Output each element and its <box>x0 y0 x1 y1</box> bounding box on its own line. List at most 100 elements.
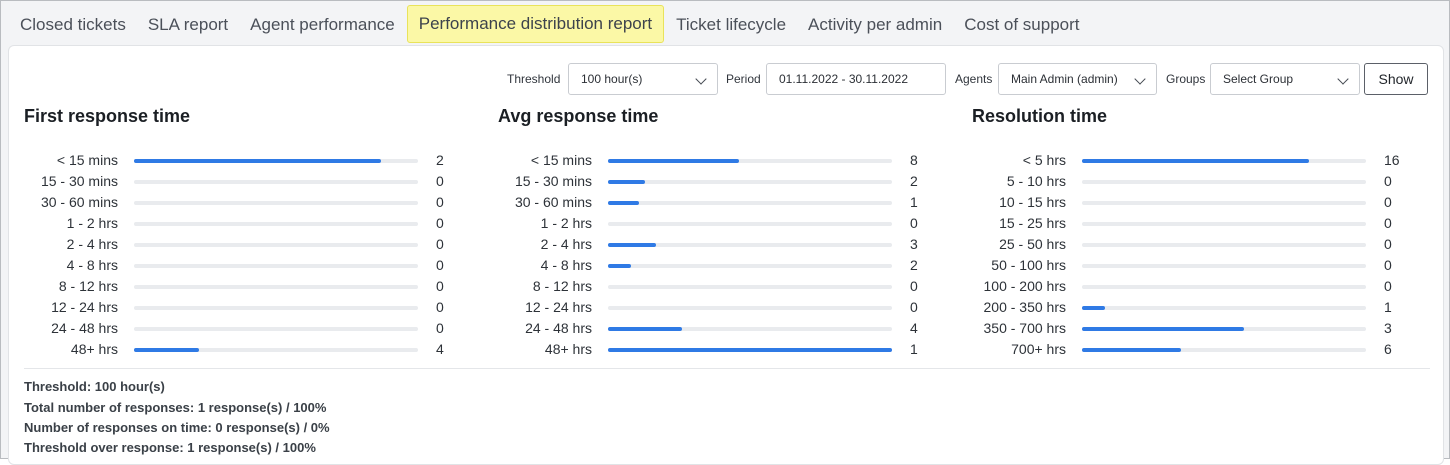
bucket-label: 1 - 2 hrs <box>540 215 592 231</box>
divider <box>24 368 1430 369</box>
tab-cost-of-support[interactable]: Cost of support <box>964 15 1080 34</box>
bucket-label: 25 - 50 hrs <box>999 236 1066 252</box>
bucket-count: 8 <box>910 152 918 168</box>
distribution-row: 1 - 2 hrs 0 <box>498 213 938 234</box>
bar-track <box>608 201 892 205</box>
distribution-row: 8 - 12 hrs 0 <box>498 276 938 297</box>
bar-track <box>134 348 418 352</box>
summary-total-responses: Total number of responses: 1 response(s)… <box>24 400 327 415</box>
bucket-label: 15 - 25 hrs <box>999 215 1066 231</box>
bar-track <box>1082 348 1366 352</box>
bar-track <box>134 285 418 289</box>
bucket-label: < 15 mins <box>530 152 592 168</box>
chevron-down-icon <box>1337 73 1349 85</box>
period-value: 01.11.2022 - 30.11.2022 <box>779 72 908 86</box>
bar-track <box>1082 159 1366 163</box>
bar-track <box>608 180 892 184</box>
bucket-label: 2 - 4 hrs <box>66 236 118 252</box>
bucket-count: 0 <box>1384 194 1392 210</box>
distribution-row: 30 - 60 mins 0 <box>24 192 464 213</box>
distribution-row: 700+ hrs 6 <box>972 339 1412 360</box>
agents-select[interactable]: Main Admin (admin) <box>998 63 1157 95</box>
bucket-count: 0 <box>436 194 444 210</box>
tab-activity-per-admin[interactable]: Activity per admin <box>808 15 943 34</box>
bucket-label: 100 - 200 hrs <box>983 278 1067 294</box>
distribution-row: 4 - 8 hrs 2 <box>498 255 938 276</box>
bucket-count: 0 <box>436 257 444 273</box>
tab-ticket-lifecycle[interactable]: Ticket lifecycle <box>676 15 787 34</box>
chevron-down-icon <box>1134 73 1146 85</box>
bar-track <box>1082 264 1366 268</box>
groups-label: Groups <box>1166 72 1206 86</box>
bar-track <box>608 159 892 163</box>
bucket-count: 1 <box>1384 299 1392 315</box>
tab-sla-report[interactable]: SLA report <box>147 15 229 34</box>
bucket-count: 0 <box>910 215 918 231</box>
distribution-row: 12 - 24 hrs 0 <box>24 297 464 318</box>
bucket-label: 350 - 700 hrs <box>983 320 1067 336</box>
distribution-row: 10 - 15 hrs 0 <box>972 192 1412 213</box>
summary-threshold-over: Threshold over response: 1 response(s) /… <box>24 440 316 455</box>
summary-responses-on-time: Number of responses on time: 0 response(… <box>24 420 330 435</box>
bucket-count: 0 <box>436 299 444 315</box>
bar-track <box>1082 243 1366 247</box>
show-button[interactable]: Show <box>1364 63 1428 95</box>
bucket-label: 2 - 4 hrs <box>540 236 592 252</box>
bucket-label: 200 - 350 hrs <box>983 299 1067 315</box>
distribution-row: 30 - 60 mins 1 <box>498 192 938 213</box>
distribution-row: 24 - 48 hrs 4 <box>498 318 938 339</box>
bucket-label: 8 - 12 hrs <box>532 278 592 294</box>
bucket-label: 10 - 15 hrs <box>999 194 1066 210</box>
bucket-count: 0 <box>436 215 444 231</box>
bar-fill <box>1082 306 1105 310</box>
distribution-row: 12 - 24 hrs 0 <box>498 297 938 318</box>
bar-track <box>134 222 418 226</box>
report-panel: Threshold 100 hour(s) Period 01.11.2022 … <box>8 45 1444 465</box>
bucket-label: 24 - 48 hrs <box>51 320 118 336</box>
distribution-row: 350 - 700 hrs 3 <box>972 318 1412 339</box>
tab-performance-distribution-report[interactable]: Performance distribution report <box>406 5 665 43</box>
bucket-count: 0 <box>436 173 444 189</box>
report-tabs: Closed tickets SLA report Agent performa… <box>9 4 1091 46</box>
bucket-label: 12 - 24 hrs <box>51 299 118 315</box>
distribution-row: 15 - 30 mins 0 <box>24 171 464 192</box>
bar-track <box>608 285 892 289</box>
distribution-row: < 15 mins 8 <box>498 150 938 171</box>
bucket-label: 12 - 24 hrs <box>525 299 592 315</box>
bar-track <box>608 222 892 226</box>
period-label: Period <box>726 72 761 86</box>
section-title: Avg response time <box>498 106 659 126</box>
bucket-count: 3 <box>1384 320 1392 336</box>
bucket-count: 6 <box>1384 341 1392 357</box>
bucket-label: 15 - 30 mins <box>514 173 592 189</box>
tab-closed-tickets[interactable]: Closed tickets <box>20 15 126 34</box>
bar-track <box>608 264 892 268</box>
period-input[interactable]: 01.11.2022 - 30.11.2022 <box>766 63 946 95</box>
bucket-count: 1 <box>910 194 918 210</box>
bucket-count: 0 <box>910 278 918 294</box>
distribution-row: 2 - 4 hrs 0 <box>24 234 464 255</box>
bucket-count: 0 <box>1384 173 1392 189</box>
threshold-select[interactable]: 100 hour(s) <box>568 63 718 95</box>
agents-value: Main Admin (admin) <box>1011 72 1118 86</box>
distribution-row: 4 - 8 hrs 0 <box>24 255 464 276</box>
bucket-count: 1 <box>910 341 918 357</box>
bucket-label: 30 - 60 mins <box>40 194 118 210</box>
bar-track <box>608 243 892 247</box>
bar-fill <box>134 159 382 163</box>
distribution-row: < 5 hrs 16 <box>972 150 1412 171</box>
tab-agent-performance[interactable]: Agent performance <box>250 15 395 34</box>
bar-track <box>134 201 418 205</box>
distribution-row: 15 - 25 hrs 0 <box>972 213 1412 234</box>
section-title: Resolution time <box>972 106 1108 126</box>
distribution-row: 200 - 350 hrs 1 <box>972 297 1412 318</box>
bucket-label: 24 - 48 hrs <box>525 320 592 336</box>
summary-threshold: Threshold: 100 hour(s) <box>24 379 165 394</box>
bucket-count: 0 <box>1384 257 1392 273</box>
groups-select[interactable]: Select Group <box>1210 63 1360 95</box>
distribution-row: 48+ hrs 1 <box>498 339 938 360</box>
groups-value: Select Group <box>1223 72 1294 86</box>
bar-fill <box>1082 327 1244 331</box>
bar-track <box>134 159 418 163</box>
